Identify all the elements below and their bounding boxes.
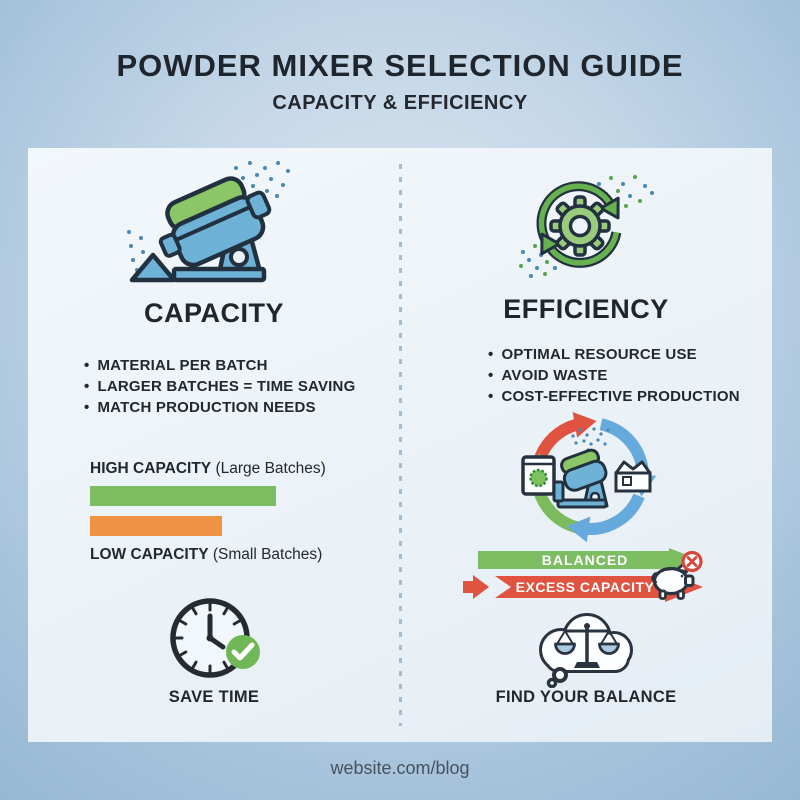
bullet-item: LARGER BATCHES = TIME SAVING [84,376,355,397]
efficiency-bullet-list: OPTIMAL RESOURCE USE AVOID WASTE COST-EF… [488,344,740,407]
page-subtitle: CAPACITY & EFFICIENCY [272,92,528,114]
mini-mixer-icon [552,427,610,509]
high-capacity-label: HIGH CAPACITY (Large Batches) [90,460,326,477]
bullet-item: COST-EFFECTIVE PRODUCTION [488,386,740,407]
bullet-item: MATCH PRODUCTION NEEDS [84,397,355,418]
bullet-item: MATERIAL PER BATCH [84,355,355,376]
gear-sync-icon [511,160,661,291]
excess-capacity-arrow: EXCESS CAPACITY [463,572,703,602]
page-title: POWDER MIXER SELECTION GUIDE [116,48,684,83]
low-capacity-label: LOW CAPACITY (Small Batches) [90,546,323,563]
clock-check-icon [154,596,274,693]
balanced-arrow-label: BALANCED [542,552,629,568]
column-divider [399,164,402,726]
capacity-bullet-list: MATERIAL PER BATCH LARGER BATCHES = TIME… [84,355,355,418]
save-time-caption: SAVE TIME [168,688,260,706]
capacity-heading: CAPACITY [143,298,284,328]
content-card: CAPACITY MATERIAL PER BATCH LARGER BATCH… [28,148,772,742]
powder-mixer-icon [124,158,304,301]
efficiency-heading: EFFICIENCY [503,294,669,324]
balanced-arrow: BALANCED [478,548,700,572]
material-bag-icon [521,455,556,496]
piggy-bank-crossed-icon [651,550,703,600]
balance-scale-thought-icon [521,606,651,693]
bullet-item: OPTIMAL RESOURCE USE [488,344,740,365]
bullet-item: AVOID WASTE [488,365,740,386]
bar-low-capacity [90,516,222,536]
material-mixer-package-cycle-icon [476,408,696,555]
capacity-column: CAPACITY MATERIAL PER BATCH LARGER BATCH… [28,148,400,742]
bar-high-capacity [90,486,276,506]
excess-capacity-arrow-label: EXCESS CAPACITY [516,579,655,595]
find-balance-caption: FIND YOUR BALANCE [495,688,677,706]
efficiency-column: EFFICIENCY OPTIMAL RESOURCE USE AVOID WA… [400,148,772,742]
balance-scale-glyph [554,623,620,668]
footer-url: website.com/blog [330,758,470,778]
package-box-icon [614,460,652,493]
